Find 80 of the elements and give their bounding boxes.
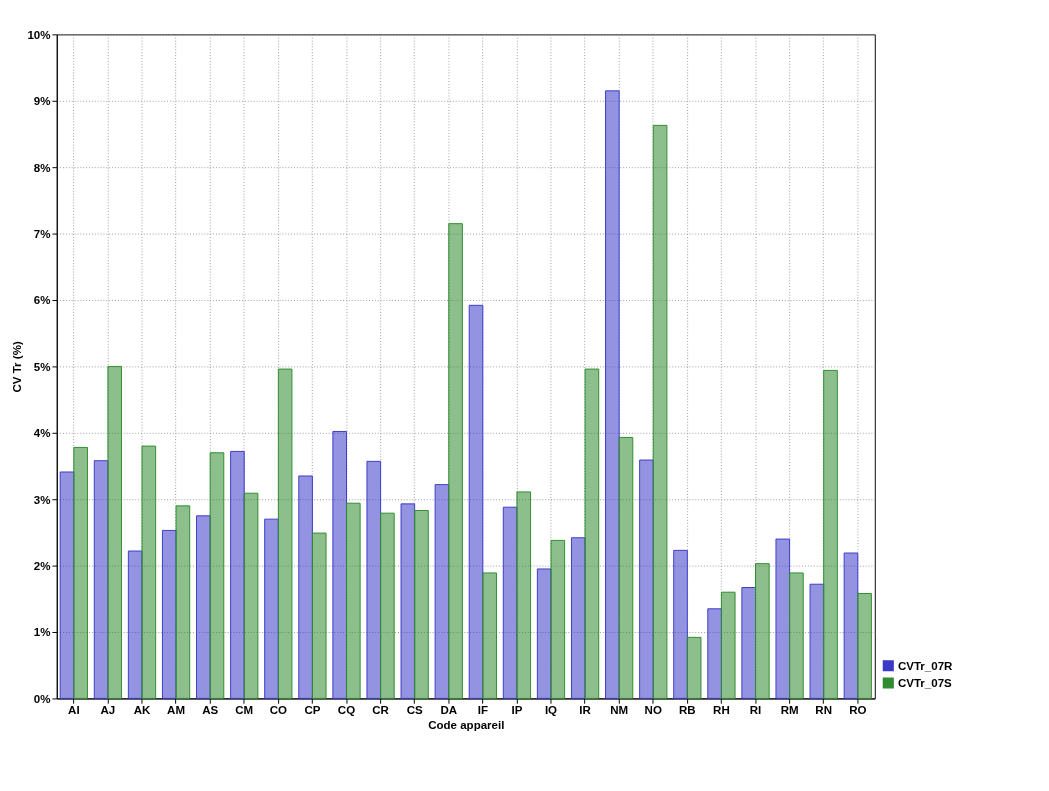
x-tick-label: IR [579,704,592,717]
x-tick-label: AI [68,704,80,717]
y-tick-label: 5% [33,360,51,373]
x-tick-label: CQ [337,704,356,717]
x-tick-label: RO [849,704,867,717]
bar [448,223,463,699]
y-tick-label: 2% [33,559,51,572]
x-tick-label: NO [644,704,662,717]
y-tick-label: 0% [33,692,51,705]
y-tick-label: 6% [33,294,51,307]
bar [107,365,123,699]
x-tick-label: RI [749,704,762,717]
bar [468,304,484,699]
bar [400,503,416,699]
bar [741,587,756,699]
x-tick-label: RB [679,704,696,717]
x-tick-label: CO [269,704,288,717]
x-tick-label: CS [406,704,423,717]
bar [332,431,347,699]
bar [639,459,654,699]
bar [277,368,293,699]
y-axis-title: CV Tr (%) [10,341,23,393]
bar [298,475,313,699]
x-tick-label: RM [780,704,799,717]
bar [584,368,600,699]
bar [175,505,191,699]
bar [73,446,88,699]
x-tick-label: CR [372,704,390,717]
y-tick-label: 8% [33,161,51,174]
bar [857,593,872,699]
y-tick-label: 1% [33,626,51,639]
x-tick-label: AK [133,704,151,717]
y-tick-label: 7% [33,227,51,240]
x-tick-label: IQ [544,704,558,717]
x-tick-label: NM [610,704,629,717]
bar [434,484,450,699]
x-tick-label: AM [167,704,186,717]
bar [366,460,382,699]
bar [230,450,245,699]
bar [843,552,859,699]
bar [652,124,668,699]
bar [550,539,566,699]
bar [516,491,532,699]
bar [755,563,770,699]
x-axis-title: Code appareil [428,718,505,731]
bar [775,538,791,699]
bar [673,549,688,699]
bar [686,636,702,699]
legend-label: CVTr_07R [897,659,954,672]
bar [196,515,211,699]
x-tick-label: CM [235,704,254,717]
x-tick-label: IF [477,704,488,717]
x-tick-label: AS [202,704,219,717]
legend-label: CVTr_07S [897,676,953,689]
y-tick-label: 9% [33,95,51,108]
y-tick-label: 4% [33,427,51,440]
x-tick-label: CP [304,704,321,717]
bar [243,492,259,699]
bar [209,452,225,699]
x-tick-label: RN [815,704,833,717]
x-tick-label: DA [440,704,458,717]
bar [605,90,620,699]
bar [414,510,429,699]
x-tick-label: IP [511,704,523,717]
bar [141,445,157,699]
x-tick-label: AJ [100,704,116,717]
bar [264,518,279,699]
y-tick-label: 10% [27,28,51,41]
bar [482,572,497,699]
bar [809,583,825,699]
bar [707,608,722,699]
x-tick-label: RH [713,704,730,717]
bar [823,369,838,699]
bar [618,436,634,699]
bar [720,591,736,699]
bar [380,512,395,699]
y-tick-label: 3% [33,493,51,506]
bar [346,502,361,699]
bar [789,572,804,699]
bar [311,532,327,699]
